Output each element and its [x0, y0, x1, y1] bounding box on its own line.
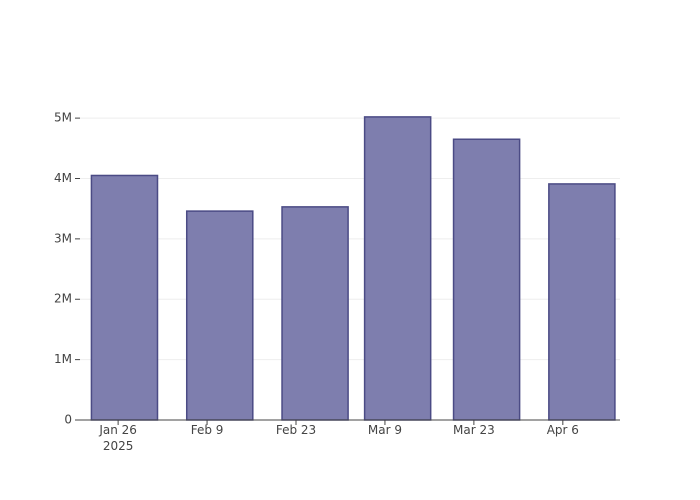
bar [548, 183, 616, 421]
x-tick-label-line: Jan 26 [98, 423, 137, 437]
x-tick-label: Feb 23 [276, 423, 316, 437]
x-tick-label: Mar 9 [368, 423, 402, 437]
x-tick-label-line: 2025 [103, 439, 134, 453]
y-tick-label: 3M [54, 231, 72, 245]
y-tick-label: 2M [54, 292, 72, 306]
y-tick-label: 1M [54, 352, 72, 366]
bar [452, 138, 521, 421]
x-tick-label-line: Feb 9 [191, 423, 224, 437]
y-tick-label: 0 [64, 413, 72, 427]
x-tick-label: Jan 26 2025 [98, 423, 137, 453]
x-tick-label: Mar 23 [453, 423, 495, 437]
bar [90, 174, 159, 421]
y-tick-label: 4M [54, 171, 72, 185]
x-tick-label: Apr 6 [547, 423, 579, 437]
x-tick-label: Feb 9 [191, 423, 224, 437]
x-tick-label-line: Feb 23 [276, 423, 316, 437]
bar [281, 206, 349, 421]
y-tick-label: 5M [54, 111, 72, 125]
x-tick-label-line: Mar 9 [368, 423, 402, 437]
x-tick-label-line: Apr 6 [547, 423, 579, 437]
x-tick-label-line: Mar 23 [453, 423, 495, 437]
bar [185, 210, 254, 421]
bar [363, 116, 432, 421]
